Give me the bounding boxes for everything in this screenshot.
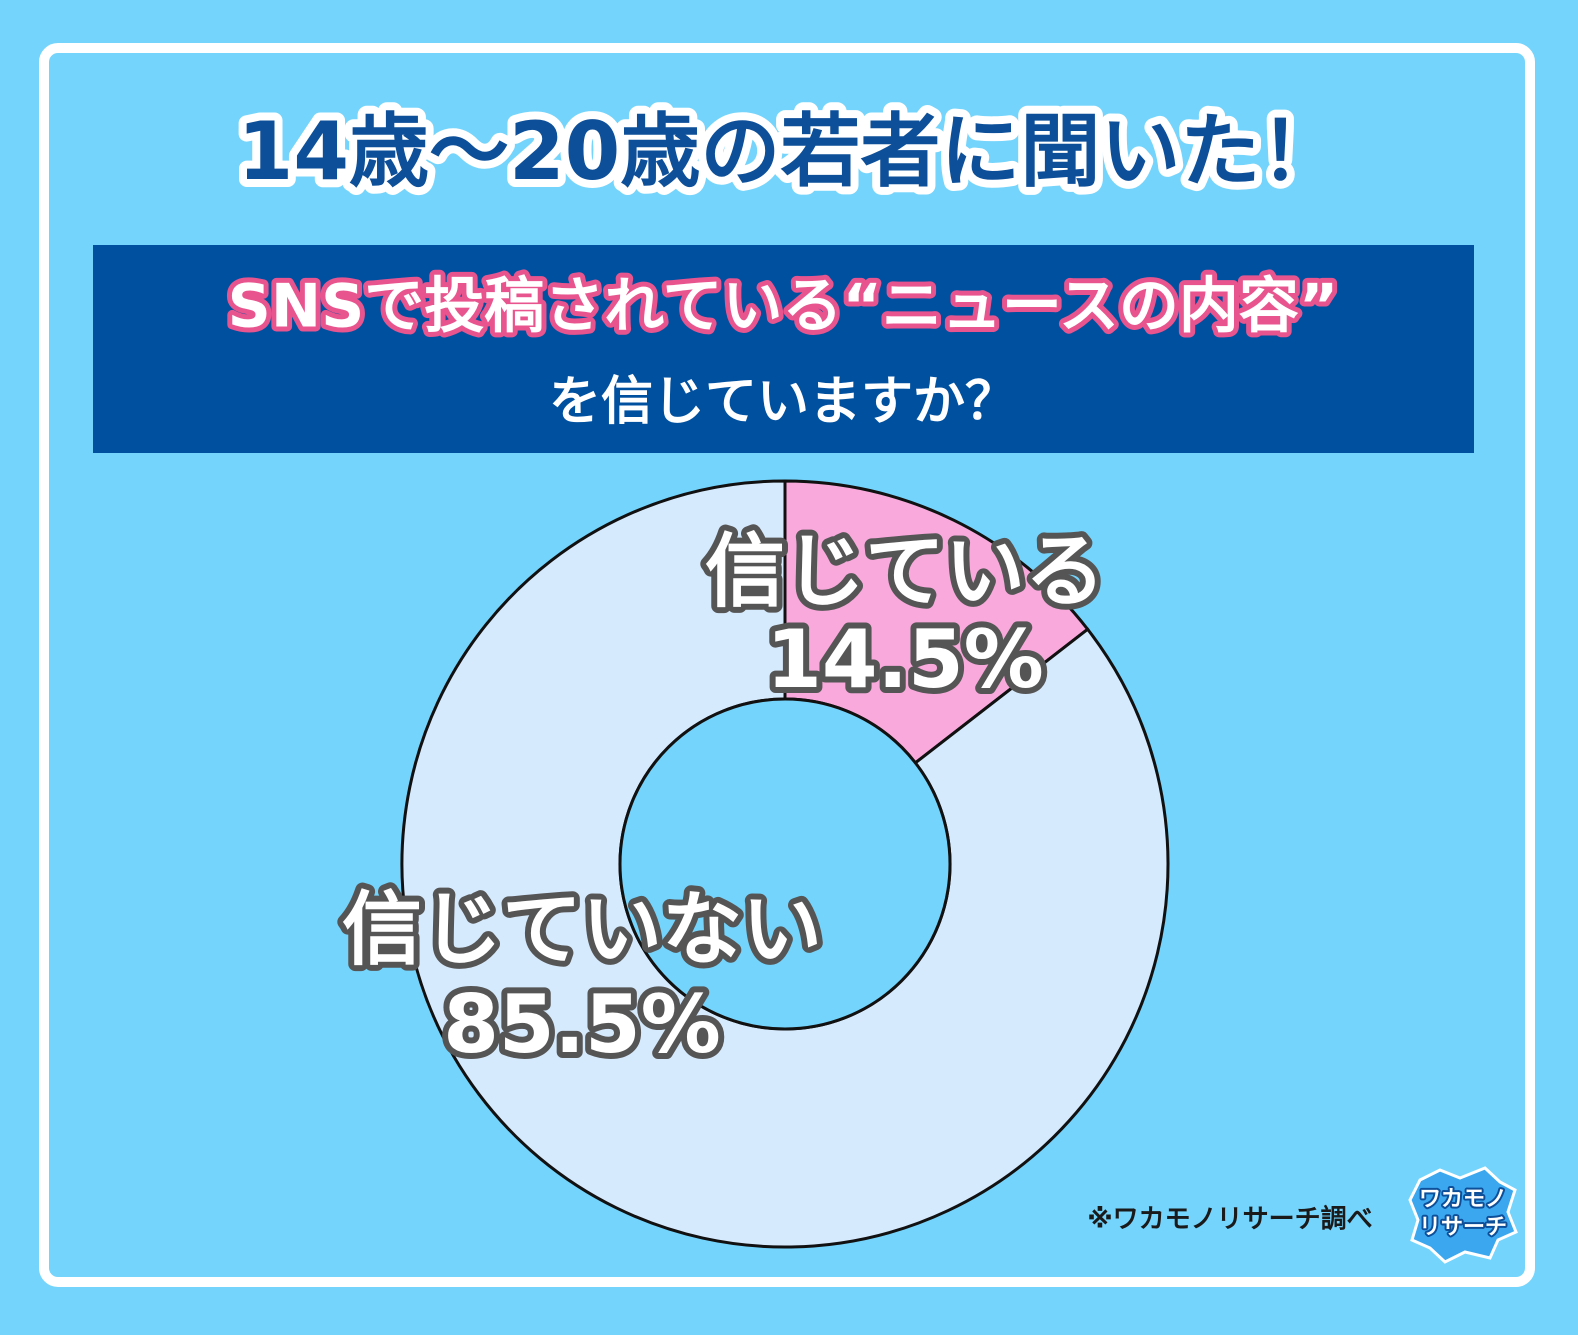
banner <box>93 245 1474 453</box>
value-label: 85.5% <box>443 978 721 1071</box>
slice-label: 信じている <box>705 525 1105 618</box>
subtitle: SNSで投稿されている“ニュースの内容” <box>228 272 1339 342</box>
logo-text: ワカモノ <box>1419 1187 1507 1212</box>
logo: ワカモノ リサーチ <box>1408 1166 1518 1264</box>
subtitle: を信じていますか？ <box>549 372 1017 432</box>
donut-hole <box>618 697 952 1031</box>
chart-title: 14歳～20歳の若者に聞いた！ <box>238 105 1341 198</box>
value-label: 14.5% <box>766 613 1044 706</box>
slice-label: 信じていない <box>342 883 822 976</box>
source-note: ※ワカモノリサーチ調べ <box>1087 1204 1372 1235</box>
logo-badge <box>1408 1166 1518 1264</box>
logo-text: リサーチ <box>1419 1215 1507 1240</box>
